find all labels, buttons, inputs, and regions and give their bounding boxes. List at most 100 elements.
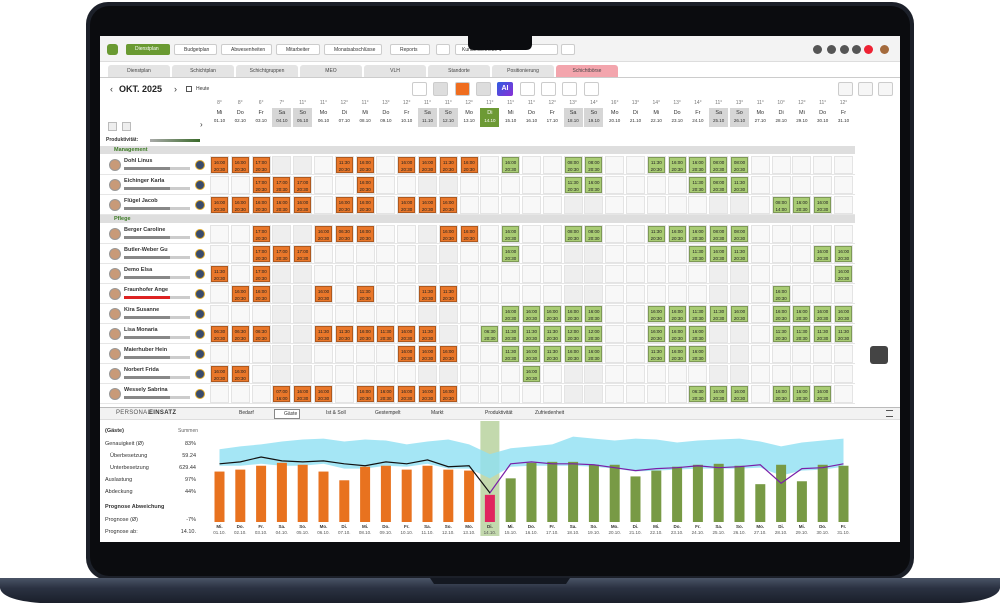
shift[interactable]: 16:00 20:30 [668, 157, 686, 173]
shift[interactable]: 16:00 20:30 [315, 386, 332, 402]
shift[interactable]: 17:00 20:30 [294, 177, 312, 193]
header-icon[interactable] [852, 45, 861, 54]
nav-button[interactable]: Abwesenheiten [221, 44, 272, 55]
panel-menu[interactable] [886, 410, 893, 417]
tool-button[interactable] [476, 82, 491, 96]
tab[interactable]: Schichtgruppen [236, 65, 298, 77]
day-header[interactable]: Di 14.10 [480, 108, 500, 127]
shift[interactable]: 16:00 20:30 [814, 306, 832, 322]
shift[interactable]: 07:00 16:00 [273, 386, 291, 402]
employee-name[interactable]: Fraunhofer Ange [124, 287, 169, 293]
shift[interactable]: 17:00 20:30 [252, 246, 270, 262]
tool-button[interactable] [562, 82, 577, 96]
shift[interactable]: 16:00 20:30 [502, 246, 520, 262]
shift[interactable]: 11:30 20:30 [439, 157, 457, 173]
shift[interactable]: 11:30 20:30 [647, 157, 665, 173]
day-header[interactable]: Sa 04.10 [272, 108, 292, 127]
shift[interactable]: 16:00 20:30 [689, 346, 707, 362]
avatar[interactable] [109, 328, 121, 340]
nav-button[interactable]: Dienstplan [126, 44, 170, 55]
shift[interactable]: 11:30 20:30 [564, 177, 582, 193]
shift[interactable]: 16:00 20:30 [356, 177, 374, 193]
tool-button[interactable] [412, 82, 427, 96]
day-header[interactable]: Di 28.10 [771, 108, 791, 127]
day-header[interactable]: Mi 22.10 [646, 108, 666, 127]
tab[interactable]: Dienstplan [108, 65, 170, 77]
shift[interactable]: 16:00 20:30 [647, 326, 665, 342]
day-header[interactable]: Do 16.10 [522, 108, 541, 127]
shift[interactable]: 11:30 20:30 [502, 346, 520, 362]
shift[interactable]: 11:30 20:30 [315, 326, 332, 342]
nav-button[interactable]: Mitarbeiter [276, 44, 320, 55]
employee-name[interactable]: Butler-Weber Gu [124, 247, 168, 253]
shift[interactable]: 16:00 20:30 [772, 386, 790, 402]
shift[interactable]: 16:00 20:30 [211, 157, 228, 173]
shift[interactable]: 11:30 20:30 [439, 286, 457, 302]
shift[interactable]: 16:00 20:30 [356, 197, 374, 213]
panel-tab[interactable]: Produktivität [485, 410, 513, 416]
shift[interactable]: 16:00 20:30 [564, 306, 582, 322]
shift[interactable]: 08:00 20:30 [731, 226, 748, 242]
shift[interactable]: 11:30 20:30 [211, 266, 228, 282]
shift[interactable]: 16:00 20:30 [585, 306, 603, 322]
shift[interactable]: 16:00 20:30 [273, 197, 291, 213]
shift[interactable]: 08:00 20:30 [585, 226, 603, 242]
shift[interactable]: 11:30 20:30 [689, 177, 707, 193]
shift[interactable]: 16:00 20:30 [689, 226, 707, 242]
day-header[interactable]: Mo 06.10 [314, 108, 333, 127]
shift[interactable]: 17:00 20:30 [294, 246, 312, 262]
tab[interactable]: Schichtplan [172, 65, 234, 77]
tab[interactable]: Schichtbörse [556, 65, 618, 77]
view-button[interactable] [878, 82, 893, 96]
shift[interactable]: 08:00 20:30 [710, 177, 728, 193]
shift[interactable]: 08:00 14:00 [772, 197, 790, 213]
tool-button[interactable] [541, 82, 556, 96]
avatar[interactable] [109, 159, 121, 171]
header-icon[interactable] [864, 45, 873, 54]
view-button[interactable] [858, 82, 873, 96]
today-button[interactable]: Heute [196, 86, 210, 92]
shift[interactable]: 17:00 20:30 [252, 177, 270, 193]
shift[interactable]: 16:00 20:30 [772, 286, 790, 302]
employee-name[interactable]: Berger Caroline [124, 227, 166, 233]
panel-tab[interactable]: Bedarf [239, 410, 254, 416]
shift[interactable]: 16:00 20:30 [772, 306, 790, 322]
shift[interactable]: 06:30 20:30 [335, 226, 353, 242]
shift[interactable]: 16:00 20:30 [460, 226, 478, 242]
avatar[interactable] [109, 308, 121, 320]
shift[interactable]: 11:30 20:30 [835, 326, 852, 342]
day-header[interactable]: Do 09.10 [376, 108, 396, 127]
shift[interactable]: 17:00 20:30 [252, 157, 270, 173]
avatar[interactable] [109, 348, 121, 360]
day-header[interactable]: Do 23.10 [667, 108, 687, 127]
gear-button[interactable] [870, 346, 888, 364]
shift[interactable]: 16:00 20:30 [793, 386, 811, 402]
shift[interactable]: 16:00 20:30 [814, 197, 832, 213]
shift[interactable]: 06:30 20:30 [252, 326, 270, 342]
shift[interactable]: 16:00 20:30 [585, 177, 603, 193]
shift[interactable]: 16:00 20:30 [419, 346, 436, 362]
shift[interactable]: 16:00 20:30 [439, 197, 457, 213]
day-header[interactable]: Di 21.10 [626, 108, 645, 127]
employee-name[interactable]: Kira Susanne [124, 307, 160, 313]
view-toggle[interactable] [561, 44, 575, 55]
shift[interactable]: 16:00 20:30 [315, 226, 332, 242]
header-icon[interactable] [880, 45, 889, 54]
view-button[interactable] [838, 82, 853, 96]
day-header[interactable]: Fr 24.10 [688, 108, 708, 127]
day-header[interactable]: Fr 10.10 [397, 108, 417, 127]
shift[interactable]: 11:30 20:30 [543, 326, 561, 342]
shift[interactable]: 16:00 20:30 [814, 246, 832, 262]
shift[interactable]: 16:00 20:30 [439, 346, 457, 362]
shift[interactable]: 16:00 20:30 [356, 226, 374, 242]
shift[interactable]: 16:00 20:30 [460, 157, 478, 173]
shift[interactable]: 16:00 20:30 [793, 306, 811, 322]
shift[interactable]: 16:00 20:30 [835, 246, 852, 262]
tab[interactable]: Positionierung [492, 65, 554, 77]
avatar[interactable] [109, 228, 121, 240]
shift[interactable]: 16:00 20:30 [668, 346, 686, 362]
avatar[interactable] [109, 199, 121, 211]
tab[interactable]: VLH [364, 65, 426, 77]
shift[interactable]: 16:00 20:30 [231, 366, 249, 382]
shift[interactable]: 11:30 20:30 [710, 306, 728, 322]
